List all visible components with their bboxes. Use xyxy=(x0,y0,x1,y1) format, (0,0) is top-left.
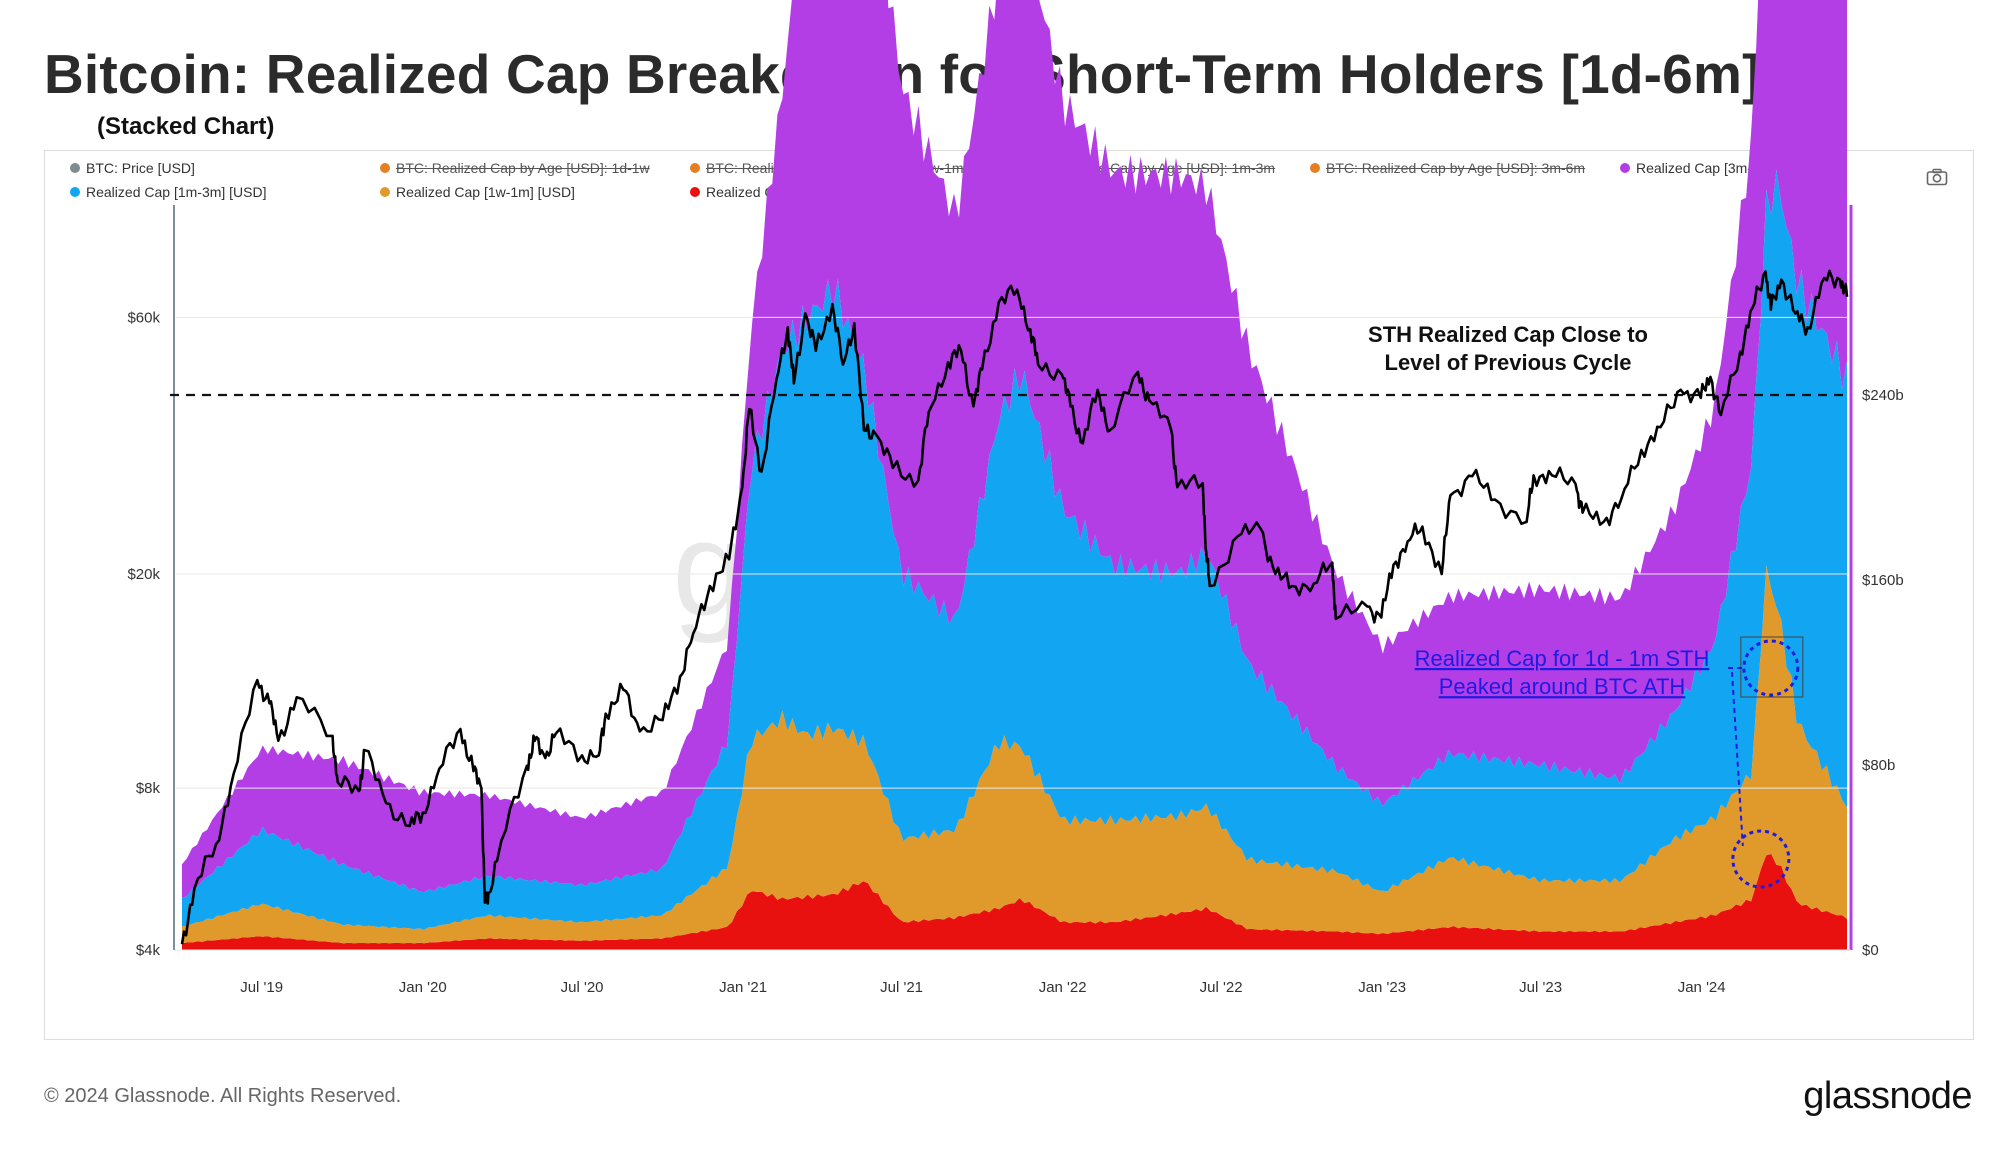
right-tick-label: $80b xyxy=(1862,757,1895,774)
x-tick-label: Jul '23 xyxy=(1519,979,1562,996)
x-tick-label: Jan '20 xyxy=(399,979,447,996)
legend-marker xyxy=(690,163,700,173)
legend-marker xyxy=(1620,163,1630,173)
legend-item[interactable]: BTC: Price [USD] xyxy=(70,160,195,176)
legend-item[interactable]: Realized Cap [1m-3m] [USD] xyxy=(70,184,267,200)
peak-circle-lower xyxy=(1731,829,1791,889)
legend-marker xyxy=(70,163,80,173)
right-tick-label: $160b xyxy=(1862,572,1904,589)
axes: $4k $8k $20k $60k $0 $80b $160b $240b Jul '19 Jan… xyxy=(127,205,1904,996)
annotations: STH Realized Cap Close to Level of Previo… xyxy=(1368,322,1804,889)
legend-marker xyxy=(380,187,390,197)
legend-label: Realized Cap [1m-3m] [USD] xyxy=(86,184,267,200)
x-tick-label: Jul '22 xyxy=(1200,979,1243,996)
left-tick-label: $4k xyxy=(136,942,161,959)
x-tick-label: Jul '19 xyxy=(240,979,283,996)
area-1m-3m xyxy=(182,169,1847,930)
legend-label: Realized Cap [1w-1m] [USD] xyxy=(396,184,575,200)
peak-circle-upper xyxy=(1742,639,1800,697)
x-tick-label: Jan '22 xyxy=(1039,979,1087,996)
legend-item[interactable]: BTC: Realized Cap by Age [USD]: 1d-1w xyxy=(380,160,650,176)
legend-marker xyxy=(1310,163,1320,173)
stacked-areas xyxy=(182,0,1847,950)
sth-level-annotation: STH Realized Cap Close to Level of Previo… xyxy=(1368,322,1648,375)
legend-marker xyxy=(690,187,700,197)
area-3m-6m xyxy=(182,0,1847,898)
legend-label: BTC: Realized Cap by Age [USD]: 3m-6m xyxy=(1326,160,1586,176)
right-tick-label: $240b xyxy=(1862,387,1904,404)
x-tick-label: Jul '21 xyxy=(880,979,923,996)
connector-lower xyxy=(1731,671,1744,847)
copyright-notice: © 2024 Glassnode. All Rights Reserved. xyxy=(44,1085,402,1107)
legend-marker xyxy=(380,163,390,173)
x-tick-label: Jul '20 xyxy=(561,979,604,996)
x-tick-label: Jan '21 xyxy=(719,979,767,996)
left-tick-label: $20k xyxy=(127,566,160,583)
camera-icon[interactable] xyxy=(1926,168,1948,186)
x-tick-label: Jan '23 xyxy=(1358,979,1406,996)
legend-marker xyxy=(70,187,80,197)
area-1w-1m xyxy=(182,565,1847,944)
legend-label: BTC: Realized Cap by Age [USD]: 1d-1w xyxy=(396,160,650,176)
left-tick-label: $8k xyxy=(136,780,161,797)
peak-annotation: Realized Cap for 1d - 1m STH Peaked aroun… xyxy=(1415,646,1710,699)
legend-item[interactable]: BTC: Realized Cap by Age [USD]: 3m-6m xyxy=(1310,160,1585,176)
legend-label: BTC: Price [USD] xyxy=(86,160,195,176)
legend-item[interactable]: Realized Cap [1w-1m] [USD] xyxy=(380,184,575,200)
area-1d-1w xyxy=(182,854,1847,950)
right-tick-label: $0 xyxy=(1862,942,1879,959)
left-tick-label: $60k xyxy=(127,309,160,326)
x-tick-label: Jan '24 xyxy=(1678,979,1726,996)
price-series xyxy=(180,269,1849,945)
glassnode-logo[interactable]: glassnode xyxy=(1803,1075,1972,1117)
chart-subtitle: (Stacked Chart) xyxy=(97,113,275,140)
price-line xyxy=(180,269,1849,945)
